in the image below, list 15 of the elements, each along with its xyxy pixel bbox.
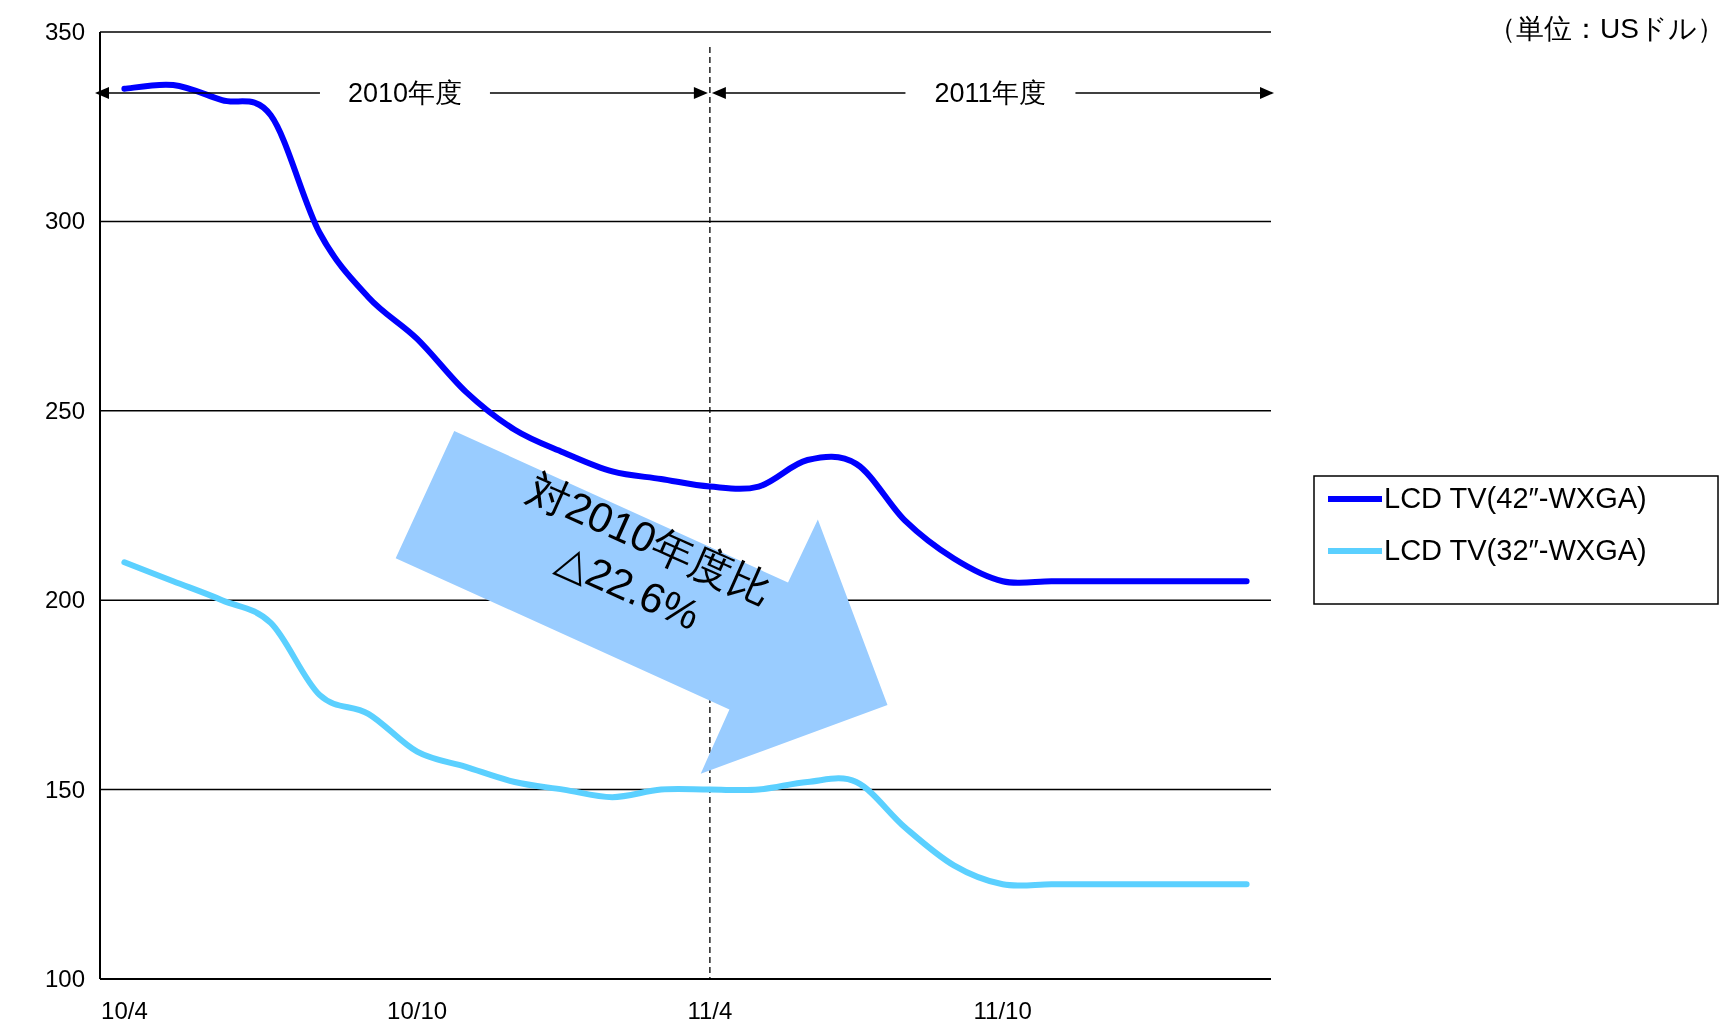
annotation: 2011年度 <box>934 78 1047 108</box>
legend-label: LCD TV(32″-WXGA) <box>1384 534 1647 566</box>
y-tick-label: 100 <box>44 965 86 992</box>
x-tick-label: 10/4 <box>101 997 148 1024</box>
y-tick-label: 200 <box>44 586 86 614</box>
x-tick-label: 11/4 <box>687 997 733 1024</box>
legend-label: LCD TV(42″-WXGA) <box>1384 482 1647 514</box>
y-tick-label: 350 <box>44 18 86 45</box>
y-tick-label: 150 <box>44 775 86 803</box>
x-tick-label: 11/10 <box>973 997 1032 1024</box>
y-tick-label: 250 <box>44 396 86 424</box>
y-tick-label: 300 <box>44 207 86 235</box>
annotation: 2010年度 <box>347 78 462 108</box>
text: （単位：USドル） <box>1488 13 1725 44</box>
x-tick-label: 10/10 <box>387 997 448 1024</box>
